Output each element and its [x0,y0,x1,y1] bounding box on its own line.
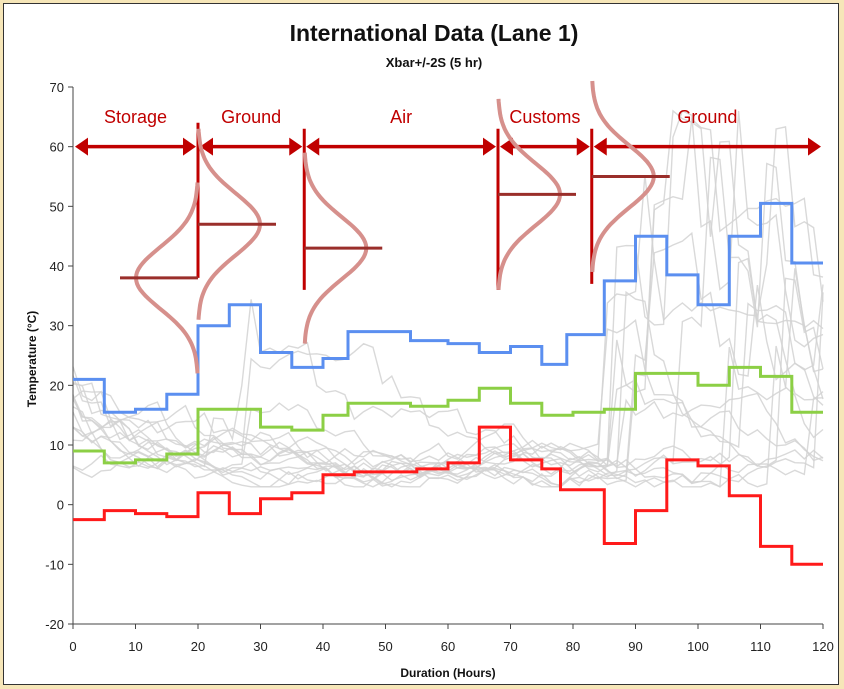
y-tick-label: 20 [50,378,64,393]
x-tick-label: 10 [128,639,142,654]
raw-traces [72,109,824,488]
phase-arrowhead [200,137,213,156]
x-tick-label: 40 [316,639,330,654]
phase-arrowhead [289,137,303,156]
phase-arrowhead [576,137,590,156]
phase-arrowhead [500,137,513,156]
y-tick-label: 0 [57,498,64,513]
phase-arrowhead [808,137,821,156]
raw-trace-line [72,231,824,480]
phase-arrowhead [306,137,320,156]
y-tick-label: 30 [50,319,64,334]
phase-arrowhead [75,137,88,156]
series-mean-line [73,365,823,465]
y-tick-label: 50 [50,199,64,214]
y-tick-label: -10 [45,557,64,572]
chart-frame: International Data (Lane 1) Xbar+/-2S (5… [3,3,839,685]
x-tick-label: 100 [687,639,709,654]
raw-trace-line [72,156,824,488]
chart-title: International Data (Lane 1) [290,20,579,46]
y-tick-label: 60 [50,140,64,155]
x-tick-label: 90 [628,639,642,654]
raw-trace-line [72,109,824,479]
x-tick-label: 120 [812,639,834,654]
temperature-chart: International Data (Lane 1) Xbar+/-2S (5… [25,20,834,680]
series-lower-line [73,425,823,566]
y-tick-label: -20 [45,617,64,632]
y-axis-label: Temperature (°C) [25,311,39,408]
x-tick-label: 50 [378,639,392,654]
x-tick-label: 80 [566,639,580,654]
x-axis-label: Duration (Hours) [400,666,495,680]
x-tick-label: 20 [191,639,205,654]
phase-label: Storage [104,107,167,127]
phase-label: Air [390,107,412,127]
phase-arrowhead [593,137,607,156]
x-tick-label: 30 [253,639,267,654]
phase-arrowhead [483,137,496,156]
phase-label: Ground [221,107,281,127]
x-tick-label: 0 [69,639,76,654]
raw-trace-line [72,277,824,488]
phase-label: Ground [677,107,737,127]
y-tick-label: 70 [50,80,64,95]
x-tick-label: 110 [750,639,771,654]
x-tick-label: 60 [441,639,455,654]
chart-subtitle: Xbar+/-2S (5 hr) [386,55,482,70]
plot-area: -20 -10 0 10 20 30 40 50 60 70 0 10 20 30 40 50 60 70 80 90… [45,80,834,654]
raw-trace-line [72,109,824,468]
phase-label: Customs [509,107,580,127]
x-tick-label: 70 [503,639,517,654]
phase-arrowhead [183,137,196,156]
y-tick-label: 40 [50,259,64,274]
y-tick-label: 10 [50,438,64,453]
